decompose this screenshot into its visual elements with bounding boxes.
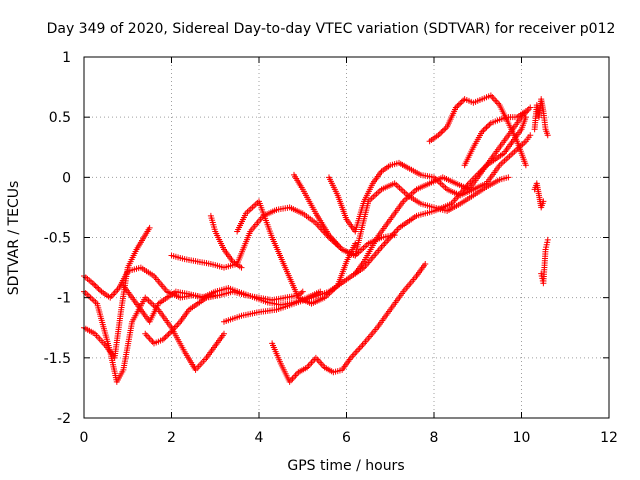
data-point — [483, 124, 490, 131]
data-point — [438, 129, 445, 136]
data-point — [95, 285, 102, 292]
data-point — [146, 224, 153, 231]
ticks: 0 2 4 6 8 10 12 -2 -1.5 -1 -0.5 0 0.5 1 — [44, 50, 618, 446]
data-point — [482, 125, 489, 132]
data-point — [544, 132, 551, 139]
data-layer — [81, 92, 551, 385]
data-point — [352, 240, 359, 247]
series-arc-r — [538, 236, 551, 287]
data-point — [454, 103, 461, 110]
x-tick-label: 2 — [167, 430, 176, 446]
data-point — [298, 289, 305, 296]
y-tick-label: -0.5 — [44, 231, 71, 247]
data-point — [161, 335, 168, 342]
series-arc-b — [81, 224, 153, 361]
series-arc-a — [81, 288, 227, 385]
series-arc-o — [461, 108, 529, 169]
x-tick-label: 8 — [430, 430, 439, 446]
y-tick-label: -1.5 — [44, 351, 71, 367]
data-point — [442, 125, 449, 132]
data-point — [439, 128, 446, 135]
data-point — [212, 292, 219, 299]
series-arc-p — [531, 96, 551, 139]
x-tick-label: 12 — [600, 430, 618, 446]
y-axis-title: SDTVAR / TECUs — [6, 181, 22, 296]
data-point — [527, 132, 534, 139]
x-axis-title: GPS time / hours — [287, 458, 404, 474]
series-arc-g — [207, 212, 245, 271]
data-point — [92, 283, 99, 290]
data-point — [455, 101, 462, 108]
y-tick-label: 0.5 — [49, 110, 71, 126]
series-arc-e — [142, 292, 219, 347]
y-tick-label: -1 — [57, 291, 71, 307]
data-point — [238, 264, 245, 271]
data-point — [441, 126, 448, 133]
y-tick-label: 0 — [62, 170, 71, 186]
data-point — [167, 329, 174, 336]
data-point — [165, 331, 172, 338]
chart-title: Day 349 of 2020, Sidereal Day-to-day VTE… — [47, 21, 616, 37]
data-point — [221, 330, 227, 337]
data-point — [422, 260, 429, 267]
data-point — [436, 130, 443, 137]
data-point — [479, 128, 486, 135]
data-point — [522, 162, 529, 169]
data-point — [457, 100, 464, 107]
data-point — [484, 122, 491, 129]
y-tick-label: -2 — [57, 411, 71, 427]
data-point — [435, 132, 442, 139]
data-point — [391, 232, 398, 239]
data-point — [159, 336, 166, 343]
x-tick-label: 4 — [255, 430, 264, 446]
data-point — [162, 333, 169, 340]
data-point — [505, 174, 512, 181]
series-arc-h — [221, 114, 529, 325]
series-arc-m — [269, 260, 429, 385]
data-point — [458, 98, 465, 105]
series-arc-n — [426, 92, 529, 169]
y-tick-label: 1 — [62, 50, 71, 66]
data-point — [452, 104, 459, 111]
series-arc-i — [234, 198, 359, 307]
data-point — [540, 198, 547, 205]
x-tick-label: 6 — [342, 430, 351, 446]
series-arc-f — [168, 174, 512, 271]
data-point — [299, 288, 306, 295]
series-arc-q — [531, 180, 547, 211]
data-point — [94, 284, 101, 291]
data-point — [522, 108, 529, 115]
data-point — [460, 97, 467, 104]
data-point — [89, 280, 96, 287]
x-tick-label: 0 — [80, 430, 89, 446]
data-point — [480, 127, 487, 134]
data-point — [544, 236, 551, 243]
data-point — [91, 281, 98, 288]
data-point — [164, 332, 171, 339]
series-arc-k — [326, 132, 534, 235]
data-point — [97, 287, 104, 294]
data-point — [527, 104, 534, 111]
data-point — [486, 121, 493, 128]
x-tick-label: 10 — [513, 430, 531, 446]
